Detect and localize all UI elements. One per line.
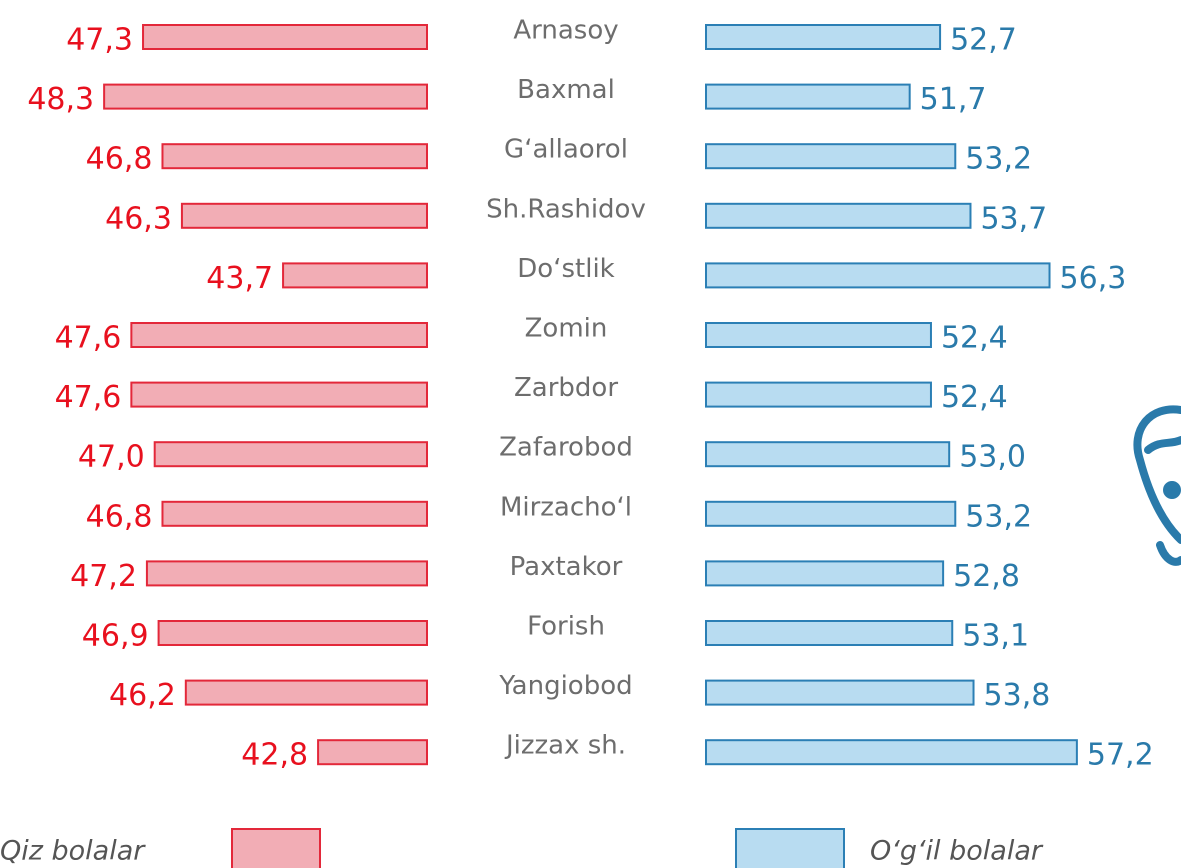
value-label: 52,4 — [941, 380, 1008, 415]
value-label: 46,3 — [105, 201, 172, 236]
category-label: Zomin — [525, 314, 608, 344]
bar — [706, 740, 1077, 764]
category-label: Arnasoy — [513, 16, 618, 46]
bar — [131, 323, 427, 347]
bar — [147, 561, 427, 585]
value-label: 52,8 — [953, 559, 1020, 594]
bar — [162, 144, 427, 168]
value-label: 57,2 — [1087, 738, 1154, 773]
value-label: 43,7 — [206, 261, 273, 296]
bar — [104, 85, 427, 109]
bar — [155, 442, 427, 466]
legend-label: Qiz bolalar — [0, 836, 146, 867]
value-label: 46,9 — [82, 619, 149, 654]
value-label: 53,1 — [962, 619, 1029, 654]
bar — [283, 263, 427, 287]
value-label: 47,0 — [78, 440, 145, 475]
category-label: Yangiobod — [498, 671, 632, 701]
decoration-icon — [1137, 409, 1181, 562]
bar — [706, 621, 952, 645]
legend-label: O‘g‘il bolalar — [870, 836, 1044, 867]
value-label: 56,3 — [1060, 261, 1127, 296]
category-label: Baxmal — [517, 75, 615, 105]
value-label: 53,0 — [959, 440, 1026, 475]
legend-swatch — [736, 829, 844, 868]
bar — [182, 204, 427, 228]
legend-swatch — [232, 829, 320, 868]
value-label: 46,8 — [86, 499, 153, 534]
bar — [706, 442, 949, 466]
category-label: Paxtakor — [510, 552, 623, 582]
bar — [706, 204, 970, 228]
value-label: 47,6 — [55, 380, 122, 415]
bar — [706, 263, 1050, 287]
bar — [706, 383, 931, 407]
chart: Arnasoy 47,3 52,7 Baxmal 48,3 51,7 G‘allaorol 4… — [0, 0, 1181, 868]
bar — [159, 621, 427, 645]
value-label: 46,2 — [109, 678, 176, 713]
value-label: 48,3 — [27, 82, 94, 117]
value-label: 53,2 — [965, 142, 1032, 177]
bar — [318, 740, 427, 764]
category-label: Zarbdor — [514, 373, 618, 403]
value-label: 47,3 — [66, 23, 133, 58]
value-label: 47,6 — [55, 321, 122, 356]
bar — [143, 25, 427, 49]
category-label: Mirzacho‘l — [500, 492, 632, 522]
bar — [706, 681, 974, 705]
category-label: Forish — [527, 612, 605, 642]
value-label: 53,7 — [980, 201, 1047, 236]
value-label: 47,2 — [70, 559, 137, 594]
category-label: Zafarobod — [499, 433, 633, 463]
bar — [706, 144, 955, 168]
value-label: 51,7 — [920, 82, 987, 117]
bar — [186, 681, 427, 705]
category-label: Do‘stlik — [517, 254, 614, 284]
value-label: 53,2 — [965, 499, 1032, 534]
value-label: 42,8 — [241, 738, 308, 773]
bar — [162, 502, 427, 526]
category-label: G‘allaorol — [504, 135, 628, 165]
value-label: 52,4 — [941, 321, 1008, 356]
category-label: Jizzax sh. — [504, 731, 626, 761]
bar — [131, 383, 427, 407]
value-label: 53,8 — [984, 678, 1051, 713]
value-label: 52,7 — [950, 23, 1017, 58]
bar — [706, 502, 955, 526]
bar — [706, 561, 943, 585]
bar — [706, 323, 931, 347]
category-label: Sh.Rashidov — [486, 194, 646, 224]
value-label: 46,8 — [86, 142, 153, 177]
bar — [706, 85, 910, 109]
bar — [706, 25, 940, 49]
